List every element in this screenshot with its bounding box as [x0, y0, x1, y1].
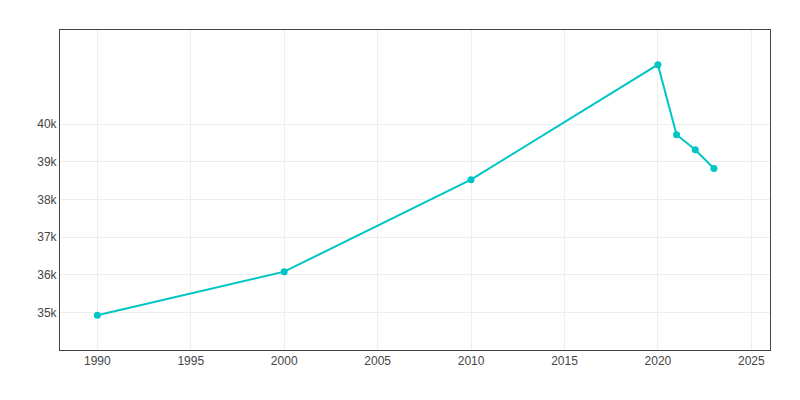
svg-text:36k: 36k [37, 268, 57, 282]
svg-text:2025: 2025 [738, 354, 765, 368]
svg-text:2010: 2010 [458, 354, 485, 368]
svg-text:1995: 1995 [177, 354, 204, 368]
svg-text:35k: 35k [37, 306, 57, 320]
svg-text:38k: 38k [37, 193, 57, 207]
svg-text:2020: 2020 [645, 354, 672, 368]
svg-text:40k: 40k [37, 117, 57, 131]
svg-text:37k: 37k [37, 230, 57, 244]
svg-text:2005: 2005 [364, 354, 391, 368]
svg-text:39k: 39k [37, 155, 57, 169]
svg-text:1990: 1990 [84, 354, 111, 368]
svg-text:2000: 2000 [271, 354, 298, 368]
svg-text:2015: 2015 [551, 354, 578, 368]
